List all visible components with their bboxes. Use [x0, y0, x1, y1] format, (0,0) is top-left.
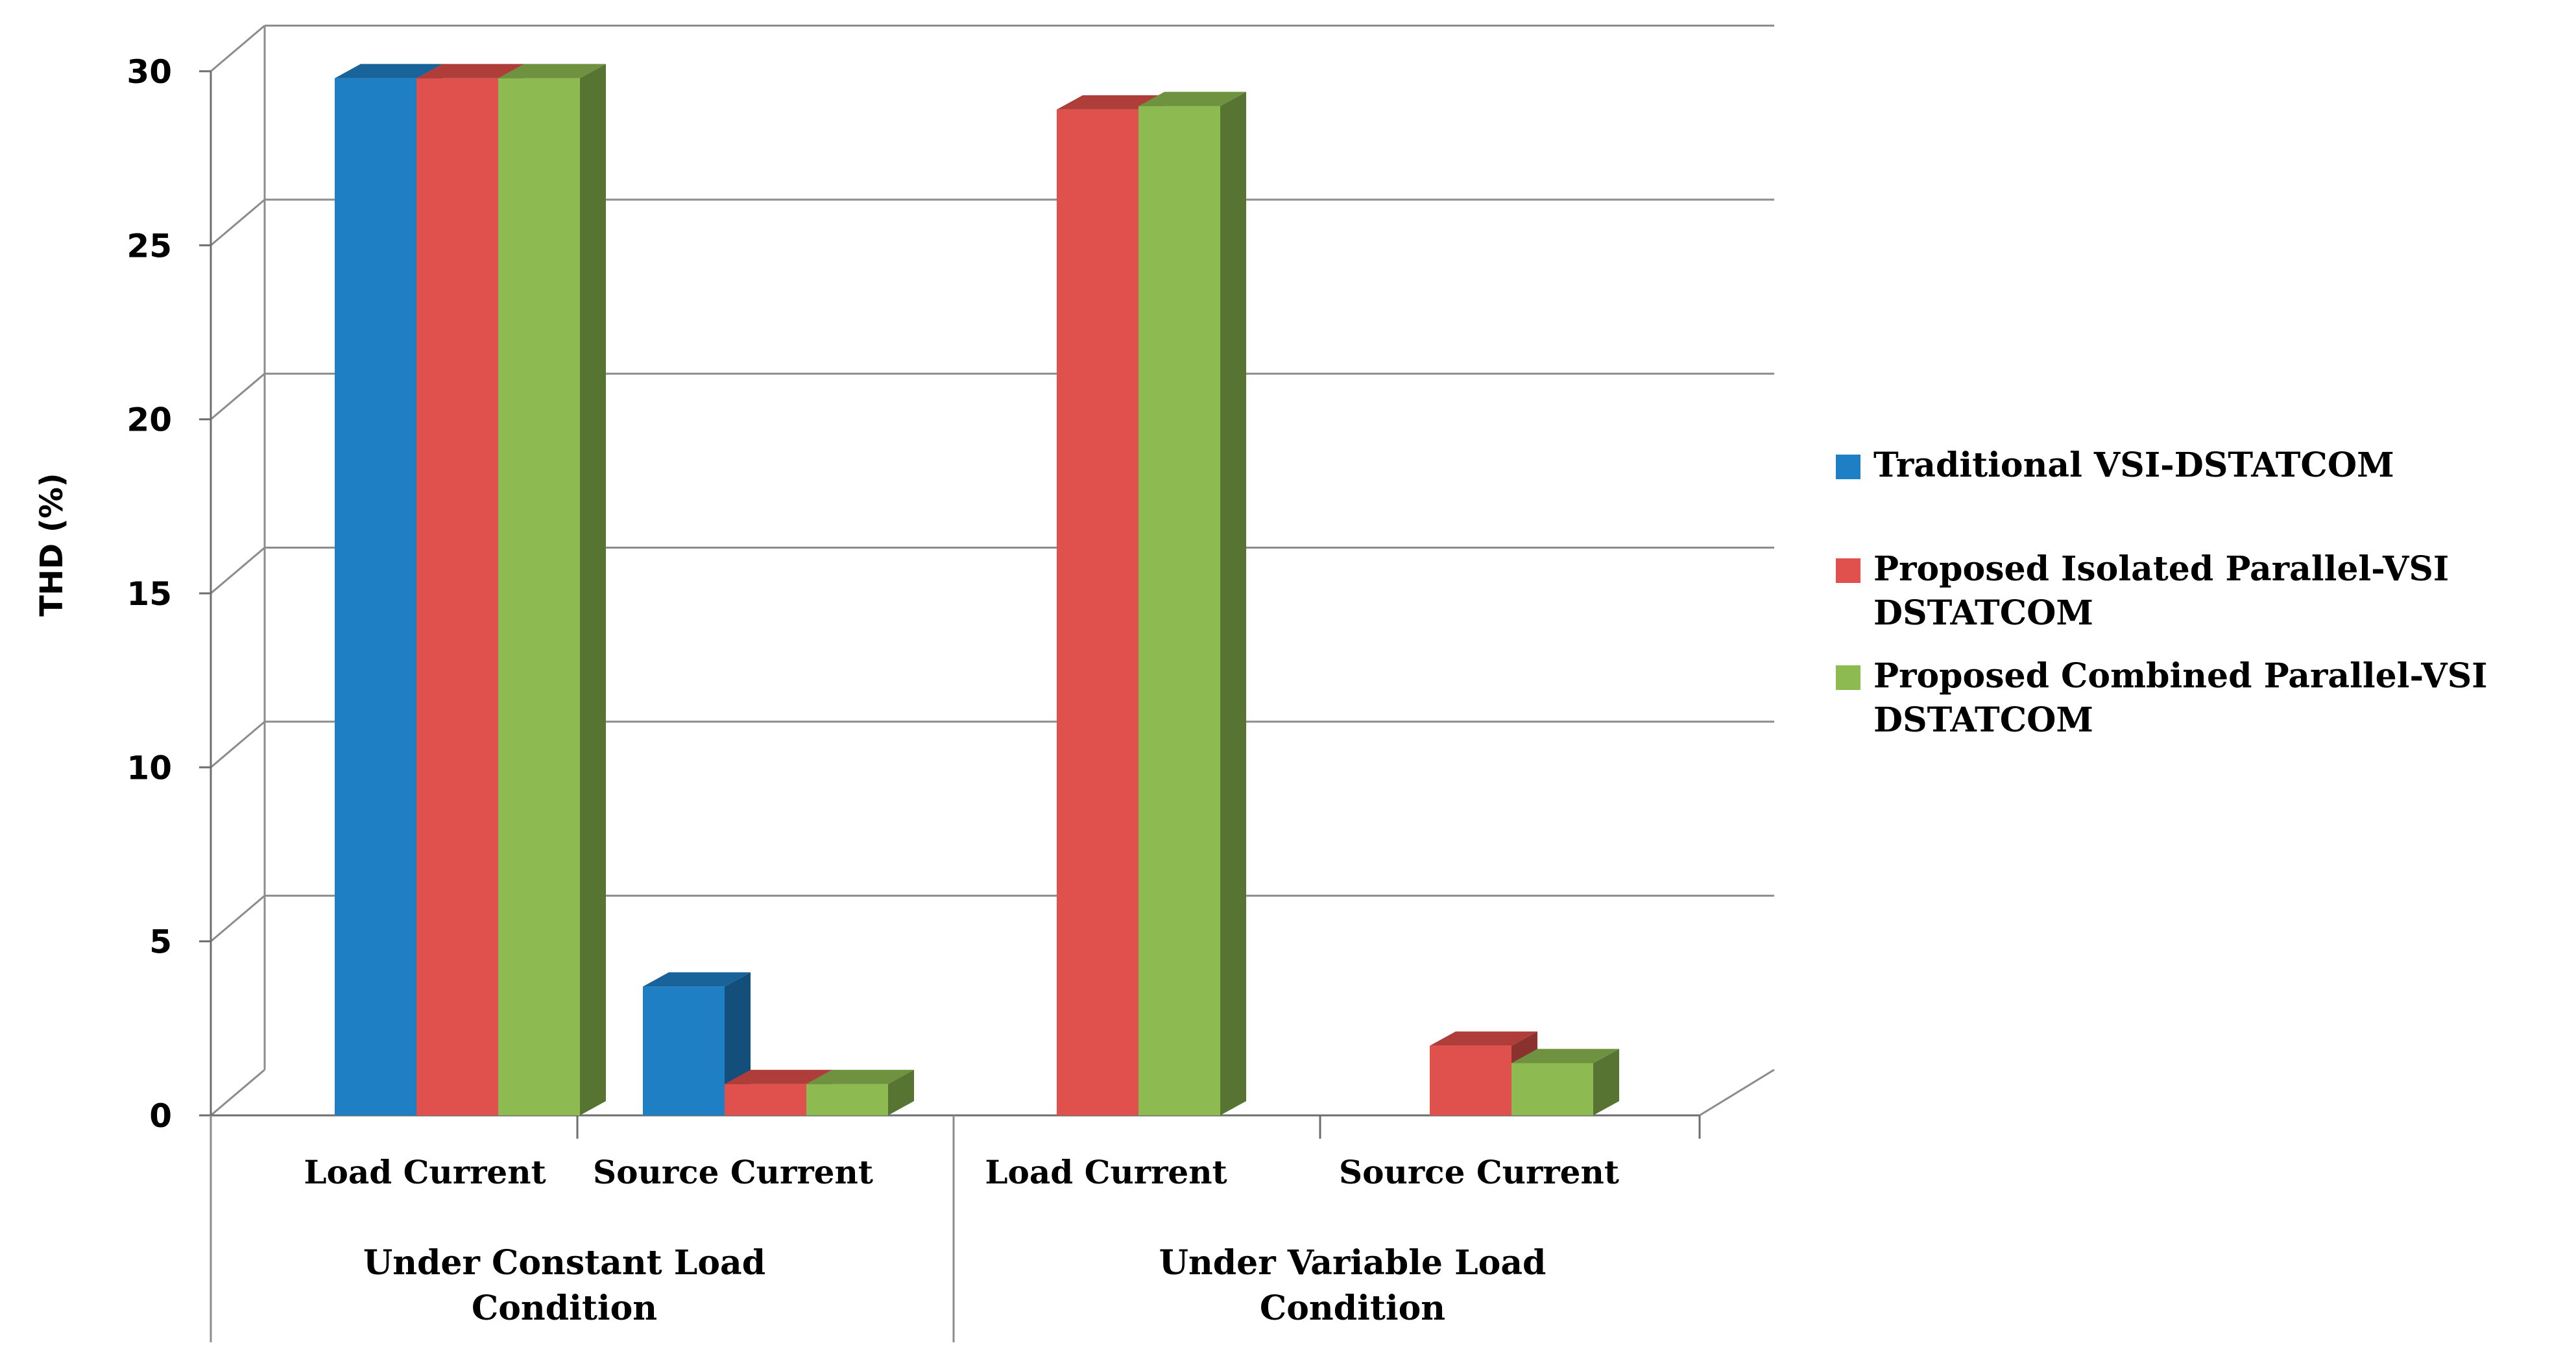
x-tick-label: Load Current: [985, 1153, 1227, 1191]
legend-label: Traditional VSI-DSTATCOM: [1873, 445, 2394, 485]
bar-front: [1430, 1045, 1511, 1115]
bar-top: [335, 64, 442, 78]
bar-front: [498, 78, 580, 1115]
legend-label: Proposed Isolated Parallel-VSI: [1873, 549, 2449, 589]
bar-front: [1057, 109, 1138, 1115]
legend-label: DSTATCOM: [1873, 593, 2093, 633]
gridline-depth: [210, 25, 265, 73]
legend-label: Proposed Combined Parallel-VSI: [1873, 656, 2487, 696]
bar-top: [498, 64, 606, 78]
bar: [498, 64, 606, 1115]
legend: Traditional VSI-DSTATCOM Proposed Isolate…: [1836, 445, 2487, 740]
x-tick-label: Source Current: [593, 1153, 873, 1191]
legend-swatch: [1836, 455, 1860, 479]
x-tick-label: Load Current: [304, 1153, 546, 1191]
bar-front: [1138, 106, 1220, 1115]
bar-top: [725, 1069, 832, 1084]
gridline-depth: [210, 720, 265, 768]
gridline-depth: [210, 198, 265, 246]
group-label: Condition: [472, 1289, 657, 1328]
bar-top: [1511, 1049, 1619, 1063]
legend-swatch: [1836, 665, 1860, 690]
bar-top: [806, 1069, 914, 1084]
y-tick-label: 5: [149, 923, 172, 961]
group-label: Under Constant Load: [363, 1243, 765, 1283]
bars: [335, 64, 1619, 1115]
y-tick-label: 10: [126, 749, 172, 787]
bar-side: [1593, 1049, 1619, 1115]
bar-top: [416, 64, 524, 78]
bar: [1138, 91, 1246, 1115]
x-tick-label: Source Current: [1339, 1153, 1619, 1191]
bar-top: [1138, 91, 1246, 106]
y-axis-title: THD (%): [34, 473, 70, 616]
group-label: Under Variable Load: [1159, 1243, 1547, 1283]
bar-front: [416, 78, 498, 1115]
y-tick-label: 25: [126, 227, 172, 265]
labels: THD (%) 0 5 10 15 20 25 30 Load Current Source C…: [34, 53, 1619, 1328]
y-tick-label: 0: [149, 1097, 172, 1135]
floor-right-edge: [1699, 1069, 1775, 1117]
bar-top: [1057, 95, 1164, 110]
y-tick-label: 30: [126, 53, 172, 91]
bar-front: [335, 78, 416, 1115]
bar-front: [1511, 1063, 1593, 1115]
bar-front: [725, 1084, 806, 1115]
y-tick-label: 20: [126, 401, 172, 439]
bar-top: [643, 972, 751, 987]
bar-front: [643, 986, 725, 1115]
y-tick-label: 15: [126, 575, 172, 613]
gridline-depth: [210, 1069, 265, 1117]
bar-top: [1430, 1031, 1537, 1046]
bar-front: [806, 1084, 888, 1115]
legend-label: DSTATCOM: [1873, 700, 2093, 740]
legend-swatch: [1836, 558, 1860, 583]
bar-side: [1220, 91, 1246, 1115]
group-label: Condition: [1260, 1289, 1445, 1328]
gridline-depth: [210, 895, 265, 942]
gridline-depth: [210, 547, 265, 595]
bar-side: [580, 64, 606, 1115]
gridline-depth: [210, 373, 265, 420]
bar: [806, 1069, 914, 1115]
bar-side: [888, 1069, 914, 1115]
legend-item: Traditional VSI-DSTATCOM: [1836, 445, 2394, 485]
bar: [1511, 1049, 1619, 1115]
bar: [643, 972, 751, 1115]
